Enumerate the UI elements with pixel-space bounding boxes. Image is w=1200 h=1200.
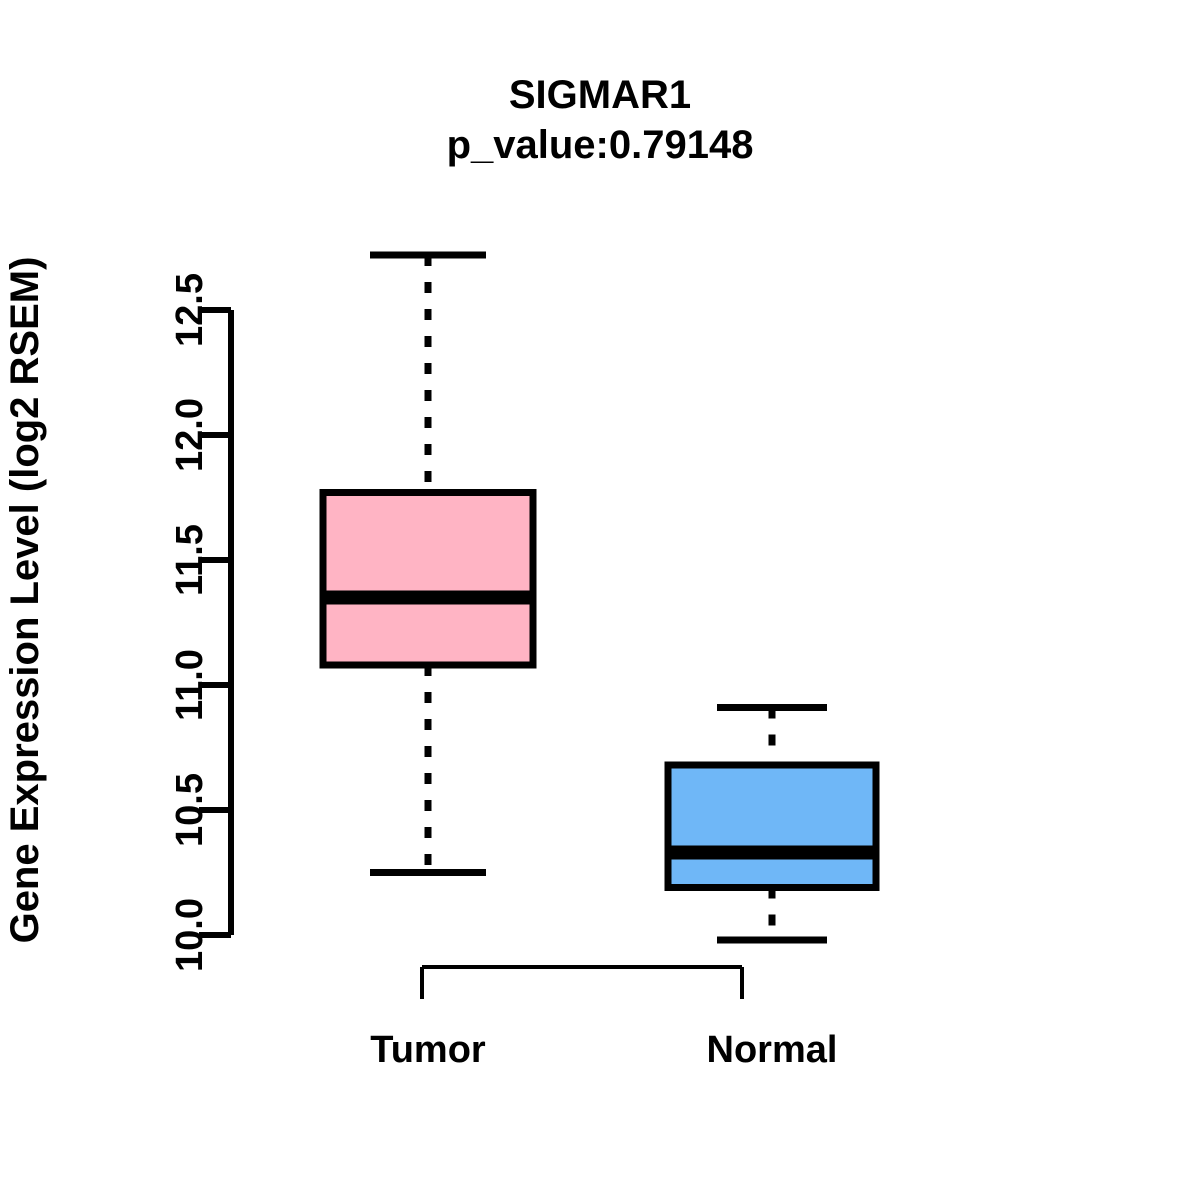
chart-title: SIGMAR1 <box>509 73 691 117</box>
box-normal <box>664 704 880 944</box>
box-rect <box>319 489 537 669</box>
x-axis-tick-label-normal: Normal <box>707 1029 838 1071</box>
box-series <box>319 251 880 944</box>
y-axis-tick-label: 11.5 <box>169 524 211 596</box>
y-axis-label: Gene Expression Level (log2 RSEM) <box>3 257 47 944</box>
y-axis <box>199 307 234 938</box>
box-rect <box>664 761 880 891</box>
y-axis-tick-label: 10.5 <box>169 773 211 847</box>
y-axis-tick-labels: 10.0 10.5 11.0 11.5 12.0 12.5 <box>169 273 211 972</box>
y-axis-tick-label: 10.0 <box>169 898 211 972</box>
chart-subtitle: p_value:0.79148 <box>447 123 754 167</box>
y-axis-tick-label: 12.5 <box>169 273 211 347</box>
box-tumor <box>319 251 537 876</box>
x-axis-tick-labels: Tumor Normal <box>370 1029 837 1071</box>
x-axis-tick-label-tumor: Tumor <box>370 1029 486 1071</box>
y-axis-tick-label: 11.0 <box>169 649 211 721</box>
x-axis <box>420 965 744 999</box>
y-axis-tick-label: 12.0 <box>169 398 211 472</box>
